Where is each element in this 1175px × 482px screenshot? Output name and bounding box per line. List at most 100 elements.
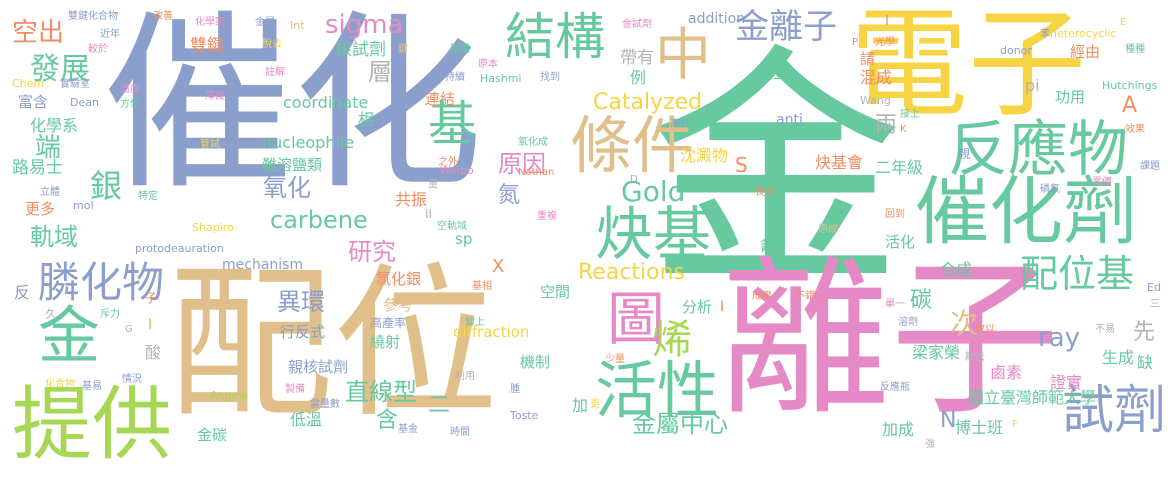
word: I bbox=[720, 299, 725, 315]
word: D bbox=[630, 174, 638, 185]
word: 時間 bbox=[450, 427, 470, 438]
word: 回到 bbox=[885, 209, 905, 220]
word: sp bbox=[455, 230, 473, 248]
word: 脫去 bbox=[262, 39, 282, 50]
word: 鍵 bbox=[398, 44, 408, 55]
word: 金碳 bbox=[197, 426, 228, 444]
word: 近年 bbox=[100, 29, 120, 40]
word: heterocyclic bbox=[1050, 27, 1117, 40]
word: 烯 bbox=[652, 317, 692, 363]
word: 雙鍵化合物 bbox=[68, 11, 118, 22]
word: donor bbox=[1000, 44, 1032, 57]
word: 利用 bbox=[455, 371, 475, 382]
word: 雙鍵 bbox=[190, 36, 224, 56]
word: 找到 bbox=[540, 72, 560, 83]
word: 氰 bbox=[760, 239, 774, 255]
word: sigma bbox=[325, 10, 404, 40]
word: 化學家 bbox=[195, 17, 225, 28]
word: 喪失 bbox=[755, 187, 775, 198]
word: 氮 bbox=[498, 183, 521, 208]
word: 改善 bbox=[153, 11, 173, 22]
word: 製備 bbox=[285, 384, 305, 395]
word: 情況 bbox=[122, 374, 142, 385]
word: 親核試劑 bbox=[288, 358, 349, 376]
word: 條件 bbox=[570, 109, 695, 182]
word: 效果 bbox=[1125, 124, 1145, 135]
word: 二 bbox=[428, 393, 451, 418]
word: 管試 bbox=[200, 139, 220, 150]
word: E bbox=[1120, 17, 1127, 28]
word: 溫度 bbox=[120, 84, 140, 95]
word: 磷氧 bbox=[1040, 184, 1060, 195]
word: Nathan bbox=[518, 167, 555, 178]
word: II bbox=[425, 207, 433, 221]
word: 電子 bbox=[850, 0, 1087, 133]
word: Angew bbox=[210, 389, 248, 402]
word: 機制 bbox=[520, 353, 551, 371]
word: 原因 bbox=[498, 150, 546, 178]
word: Toste bbox=[510, 409, 539, 422]
word: 混成 bbox=[860, 68, 893, 87]
word: 低溫 bbox=[290, 410, 323, 429]
word: 金試劑 bbox=[622, 19, 652, 30]
word: 高於 bbox=[670, 119, 690, 130]
word: 提供 bbox=[12, 378, 172, 471]
word: 端 bbox=[35, 133, 62, 163]
word: 催化劑 bbox=[915, 169, 1137, 255]
word: 生成 bbox=[1102, 348, 1135, 367]
word: 成果 bbox=[752, 291, 772, 302]
word: 難溶鹽類 bbox=[262, 156, 323, 174]
word: 子 bbox=[145, 291, 158, 305]
word: 催化 bbox=[103, 0, 484, 215]
word: 空間 bbox=[540, 283, 571, 301]
word: 酸 bbox=[145, 343, 162, 362]
word: anti bbox=[776, 112, 803, 128]
word: 種種 bbox=[1125, 44, 1145, 55]
word: 光學 bbox=[875, 37, 895, 48]
word: 功用 bbox=[1055, 88, 1086, 106]
word: 方位 bbox=[120, 99, 140, 110]
word: 行反式 bbox=[280, 323, 326, 341]
word: 相 bbox=[358, 110, 375, 129]
word: Shapiro bbox=[192, 221, 234, 234]
word: G bbox=[125, 324, 133, 335]
word: 活化 bbox=[885, 233, 916, 251]
word: 離去 bbox=[965, 352, 985, 363]
word: 鹵素 bbox=[990, 363, 1023, 382]
word: 含 bbox=[376, 408, 399, 433]
word: 路易士 bbox=[12, 158, 63, 178]
word: 立體 bbox=[40, 187, 60, 198]
word: 註解 bbox=[265, 67, 285, 78]
word: 核試劑 bbox=[335, 40, 386, 60]
word: N bbox=[940, 408, 957, 433]
word: carbene bbox=[270, 206, 368, 234]
word: 金 bbox=[648, 24, 904, 321]
word: Dean bbox=[70, 96, 99, 109]
word: P bbox=[852, 37, 859, 48]
word: 不易 bbox=[1095, 324, 1115, 335]
word: 原本 bbox=[478, 59, 498, 70]
word: 膦化物 bbox=[38, 258, 165, 307]
word: 少量 bbox=[605, 354, 625, 365]
word: 化學系 bbox=[30, 116, 79, 135]
word: 例 bbox=[630, 68, 647, 87]
word: 實驗室 bbox=[60, 79, 90, 90]
word: 銀 bbox=[90, 167, 123, 205]
word: Catalyzed bbox=[593, 90, 703, 115]
word: F bbox=[1012, 419, 1018, 430]
word: 接上 bbox=[900, 109, 920, 120]
word: 金屬 bbox=[255, 17, 275, 28]
word: Weibo bbox=[440, 164, 474, 177]
word: K bbox=[900, 124, 907, 135]
word: 層 bbox=[368, 58, 392, 86]
word: Ed bbox=[1147, 281, 1161, 294]
word: 梁家榮 bbox=[912, 343, 961, 362]
word: nucleophile bbox=[262, 133, 355, 152]
word: 中 bbox=[655, 23, 711, 88]
word: 二年級 bbox=[875, 158, 924, 177]
word: 圖 bbox=[607, 285, 666, 353]
word: Hashmi bbox=[480, 72, 522, 85]
word: Int bbox=[290, 19, 305, 32]
word: 氯化銀 bbox=[376, 270, 422, 288]
